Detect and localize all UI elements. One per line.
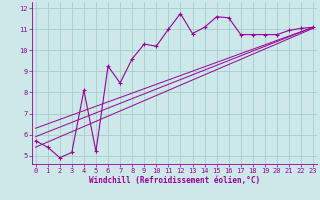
X-axis label: Windchill (Refroidissement éolien,°C): Windchill (Refroidissement éolien,°C) — [89, 176, 260, 185]
